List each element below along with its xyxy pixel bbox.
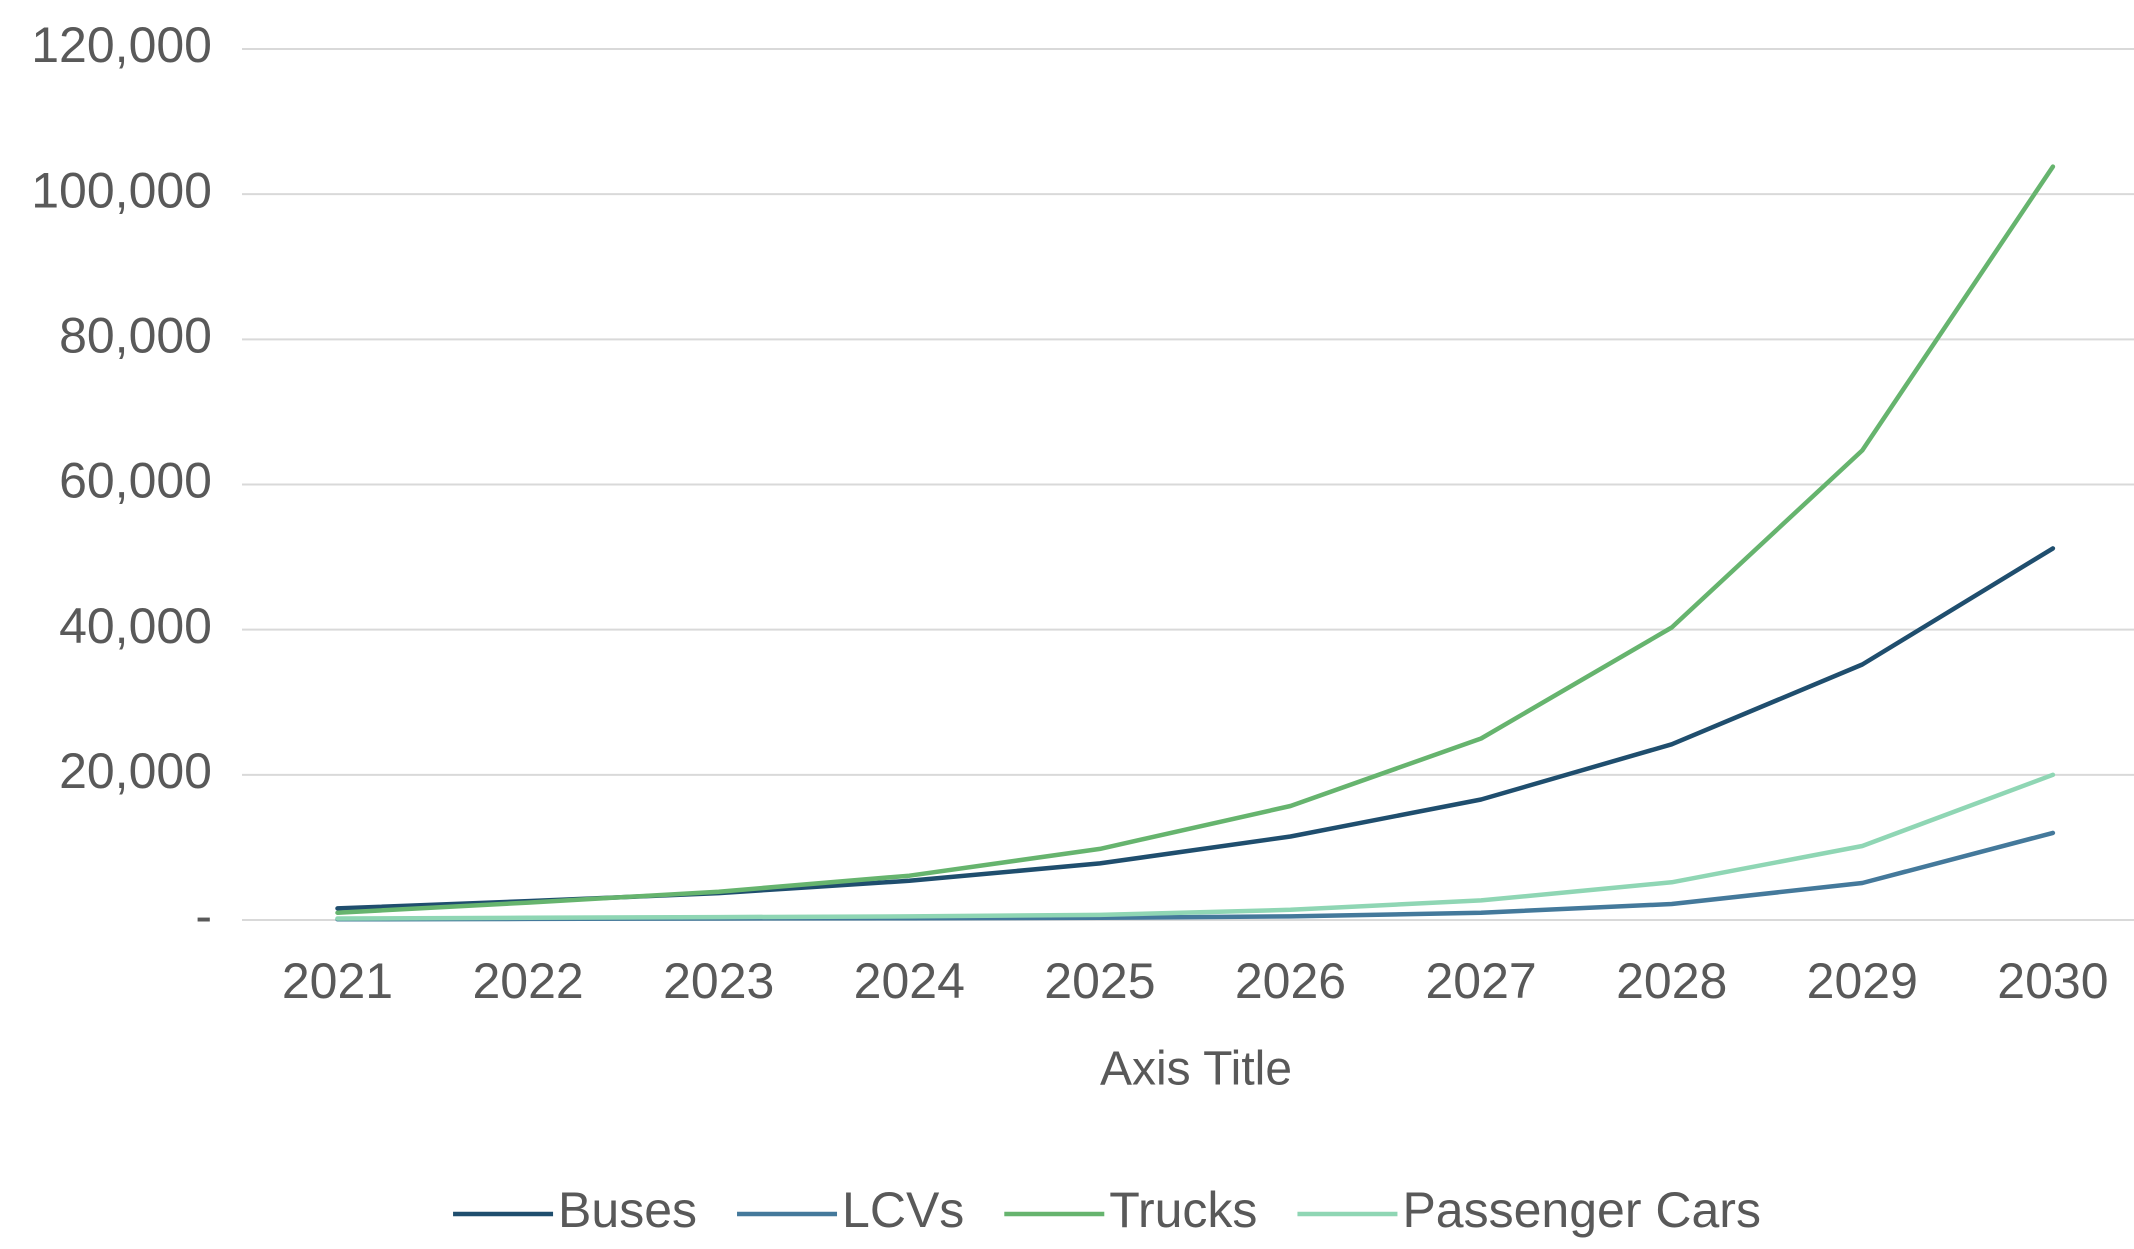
y-tick-label: 100,000 xyxy=(31,162,212,218)
y-tick-label: 80,000 xyxy=(59,308,212,364)
series-line xyxy=(335,546,2056,911)
x-axis-title: Axis Title xyxy=(1100,1043,1292,1096)
y-tick-label: 60,000 xyxy=(59,453,212,509)
series-line xyxy=(335,772,2056,921)
x-tick-label: 2025 xyxy=(1044,953,1155,1009)
x-tick-label: 2021 xyxy=(282,953,393,1009)
x-tick-label: 2026 xyxy=(1235,953,1346,1009)
x-tick-label: 2023 xyxy=(663,953,774,1009)
y-tick-label: 120,000 xyxy=(31,17,212,73)
y-tick-label: 20,000 xyxy=(59,743,212,799)
legend-label: Trucks xyxy=(1109,1182,1257,1238)
legend: Buses LCVs Trucks Passenger Cars xyxy=(453,1182,1761,1238)
y-tick-label: 40,000 xyxy=(59,598,212,654)
legend-label: LCVs xyxy=(842,1182,964,1238)
x-tick-label: 2022 xyxy=(472,953,583,1009)
legend-label: Passenger Cars xyxy=(1402,1182,1761,1238)
series-line xyxy=(335,164,2056,915)
y-tick-label: - xyxy=(195,888,212,944)
x-tick-label: 2027 xyxy=(1425,953,1536,1009)
x-tick-label: 2030 xyxy=(1997,953,2108,1009)
legend-label: Buses xyxy=(558,1182,697,1238)
x-tick-label: 2029 xyxy=(1807,953,1918,1009)
x-tick-label: 2024 xyxy=(854,953,965,1009)
x-tick-label: 2028 xyxy=(1616,953,1727,1009)
series-line xyxy=(335,830,2056,922)
